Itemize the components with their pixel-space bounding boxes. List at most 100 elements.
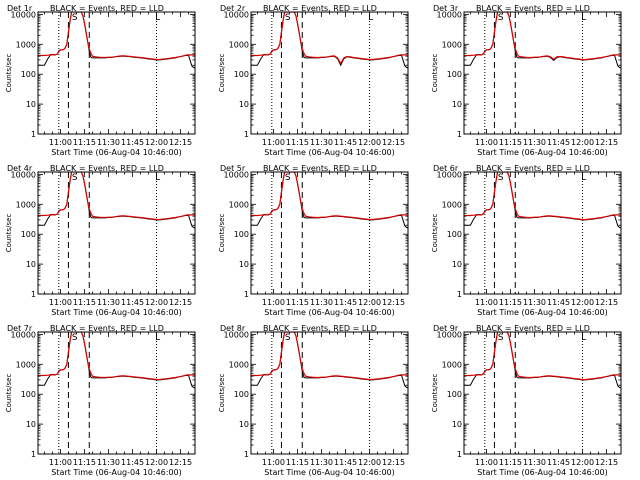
- x-tick-label: 11:15: [73, 298, 96, 307]
- x-tick-label: 11:30: [310, 138, 333, 147]
- series-line-events: [251, 12, 408, 69]
- y-tick-label: 10000: [11, 330, 36, 339]
- x-tick-label: 12:00: [358, 138, 381, 147]
- y-tick-label: 1: [31, 130, 36, 139]
- x-tick-label: 11:45: [334, 458, 357, 467]
- y-axis-label: Counts/sec: [218, 54, 226, 93]
- panel-title: Det 2r: [220, 4, 246, 13]
- legend-text: BLACK = Events, RED = LLD: [50, 164, 164, 173]
- plot-frame: [463, 331, 622, 455]
- y-tick-label: 100: [21, 230, 36, 239]
- series-line-events: [464, 332, 621, 389]
- y-tick-label: 1: [31, 450, 36, 459]
- x-axis-label: Start Time (06-Aug-04 10:46:00): [264, 468, 395, 477]
- y-axis-label: Counts/sec: [5, 214, 13, 253]
- marker-symbol-s: S: [498, 13, 504, 23]
- x-tick-label: 12:15: [595, 138, 618, 147]
- x-tick-label: 11:00: [262, 458, 285, 467]
- x-axis-label: Start Time (06-Aug-04 10:46:00): [477, 148, 608, 157]
- y-tick-label: 1000: [229, 40, 249, 49]
- x-tick-label: 11:45: [547, 298, 570, 307]
- y-tick-label: 10000: [437, 170, 462, 179]
- series-line-events: [38, 12, 195, 69]
- y-tick-label: 10000: [224, 330, 249, 339]
- x-axis-label: Start Time (06-Aug-04 10:46:00): [477, 468, 608, 477]
- x-tick-label: 11:00: [475, 298, 498, 307]
- y-tick-label: 10000: [11, 10, 36, 19]
- legend-text: BLACK = Events, RED = LLD: [50, 324, 164, 333]
- x-tick-label: 11:45: [334, 298, 357, 307]
- y-tick-label: 100: [234, 390, 249, 399]
- marker-symbol-l: L: [155, 173, 160, 183]
- plot-frame: [37, 171, 196, 295]
- marker-symbol-s: S: [285, 13, 291, 23]
- y-tick-label: 1000: [229, 200, 249, 209]
- x-tick-label: 12:15: [595, 458, 618, 467]
- y-tick-label: 1: [457, 130, 462, 139]
- series-line-lld: [251, 12, 408, 65]
- y-tick-label: 1000: [442, 40, 462, 49]
- x-tick-label: 11:15: [499, 138, 522, 147]
- series-line-lld: [251, 172, 408, 221]
- y-tick-label: 10: [239, 260, 249, 269]
- x-tick-label: 11:30: [97, 458, 120, 467]
- x-tick-label: 12:15: [382, 298, 405, 307]
- y-axis-label: Counts/sec: [431, 374, 439, 413]
- y-tick-label: 100: [234, 70, 249, 79]
- x-tick-label: 12:00: [145, 298, 168, 307]
- marker-symbol-s: S: [498, 173, 504, 183]
- x-tick-label: 11:45: [334, 138, 357, 147]
- x-tick-label: 11:00: [49, 298, 72, 307]
- panel-title: Det 9r: [433, 324, 459, 333]
- marker-symbol-l: L: [155, 333, 160, 343]
- y-axis-label: Counts/sec: [431, 214, 439, 253]
- y-axis-label: Counts/sec: [431, 54, 439, 93]
- legend-text: BLACK = Events, RED = LLD: [50, 4, 164, 13]
- x-axis-label: Start Time (06-Aug-04 10:46:00): [264, 148, 395, 157]
- y-tick-label: 1000: [442, 200, 462, 209]
- y-tick-label: 1000: [229, 360, 249, 369]
- panel-title: Det 3r: [433, 4, 459, 13]
- y-tick-label: 10000: [224, 170, 249, 179]
- x-tick-label: 11:45: [121, 298, 144, 307]
- marker-symbol-l: L: [368, 13, 373, 23]
- x-tick-label: 12:15: [382, 138, 405, 147]
- marker-symbol-s: S: [72, 333, 78, 343]
- y-tick-label: 1000: [442, 360, 462, 369]
- plot-frame: [250, 171, 409, 295]
- series-line-lld: [38, 12, 195, 61]
- y-axis-label: Counts/sec: [218, 214, 226, 253]
- x-axis-label: Start Time (06-Aug-04 10:46:00): [477, 308, 608, 317]
- y-tick-label: 10000: [437, 10, 462, 19]
- y-tick-label: 10: [452, 420, 462, 429]
- marker-symbol-l: L: [581, 13, 586, 23]
- x-tick-label: 11:00: [49, 458, 72, 467]
- y-tick-label: 100: [447, 230, 462, 239]
- x-axis-label: Start Time (06-Aug-04 10:46:00): [51, 148, 182, 157]
- x-tick-label: 12:00: [358, 458, 381, 467]
- y-tick-label: 1: [244, 290, 249, 299]
- x-tick-label: 11:30: [97, 298, 120, 307]
- marker-symbol-s: S: [498, 333, 504, 343]
- x-tick-label: 12:00: [571, 458, 594, 467]
- series-line-events: [251, 172, 408, 229]
- series-line-events: [38, 172, 195, 229]
- x-tick-label: 11:30: [310, 298, 333, 307]
- x-tick-label: 12:15: [382, 458, 405, 467]
- x-axis-label: Start Time (06-Aug-04 10:46:00): [264, 308, 395, 317]
- marker-symbol-s: S: [285, 173, 291, 183]
- y-axis-label: Counts/sec: [218, 374, 226, 413]
- x-tick-label: 12:00: [358, 298, 381, 307]
- marker-symbol-s: S: [285, 333, 291, 343]
- y-tick-label: 10: [452, 100, 462, 109]
- y-tick-label: 1000: [16, 40, 36, 49]
- y-tick-label: 100: [447, 70, 462, 79]
- y-axis-label: Counts/sec: [5, 374, 13, 413]
- x-tick-label: 11:15: [286, 298, 309, 307]
- panel-title: Det 6r: [433, 164, 459, 173]
- y-tick-label: 1: [244, 130, 249, 139]
